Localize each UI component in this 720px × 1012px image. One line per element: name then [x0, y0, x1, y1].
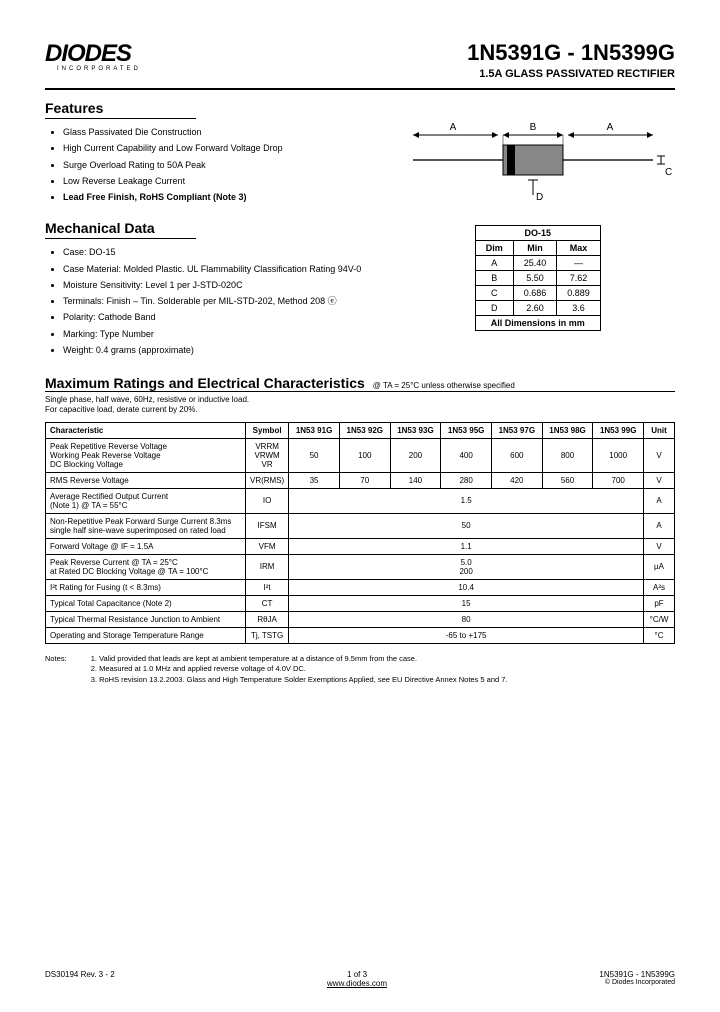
notes-block: Notes: Valid provided that leads are kep…: [45, 654, 675, 686]
th-part: 1N53 92G: [339, 422, 390, 438]
ratings-title: Maximum Ratings and Electrical Character…: [45, 375, 365, 391]
ratings-section: Maximum Ratings and Electrical Character…: [45, 375, 675, 644]
note-item: Valid provided that leads are kept at am…: [99, 654, 507, 665]
load-note-2: For capacitive load, derate current by 2…: [45, 405, 675, 415]
feature-item: Low Reverse Leakage Current: [63, 176, 381, 187]
table-row: Typical Total Capacitance (Note 2)CT15pF: [46, 595, 675, 611]
header: DIODES INCORPORATED 1N5391G - 1N5399G 1.…: [45, 40, 675, 80]
svg-text:A: A: [449, 122, 456, 133]
dim-row: A25.40—: [475, 256, 600, 271]
footer-rev: DS30194 Rev. 3 - 2: [45, 970, 115, 979]
mech-item: Terminals: Finish – Tin. Solderable per …: [63, 296, 381, 307]
notes-list: Valid provided that leads are kept at am…: [83, 654, 507, 686]
th-part: 1N53 95G: [441, 422, 492, 438]
notes-label: Notes:: [45, 654, 81, 665]
footer-url: www.diodes.com: [115, 979, 600, 988]
dim-row: B5.507.62: [475, 271, 600, 286]
svg-text:D: D: [536, 192, 543, 203]
svg-text:C: C: [665, 167, 672, 178]
logo-main: DIODES: [45, 40, 131, 67]
th-symbol: Symbol: [246, 422, 289, 438]
features-title: Features: [45, 100, 196, 119]
th-unit: Unit: [644, 422, 675, 438]
feature-item: Lead Free Finish, RoHS Compliant (Note 3…: [63, 192, 381, 203]
subtitle: 1.5A GLASS PASSIVATED RECTIFIER: [467, 68, 675, 80]
mech-item: Moisture Sensitivity: Level 1 per J-STD-…: [63, 280, 381, 291]
th-part: 1N53 97G: [491, 422, 542, 438]
table-row: Forward Voltage @ IF = 1.5AVFM1.1V: [46, 538, 675, 554]
feature-item: Glass Passivated Die Construction: [63, 127, 381, 138]
feature-item: Surge Overload Rating to 50A Peak: [63, 160, 381, 171]
table-row: Typical Thermal Resistance Junction to A…: [46, 611, 675, 627]
dim-header: Min: [513, 241, 557, 256]
table-row: Operating and Storage Temperature RangeT…: [46, 627, 675, 643]
mech-item: Case Material: Molded Plastic. UL Flamma…: [63, 264, 381, 275]
package-diagram: A B A C D: [401, 100, 676, 213]
ratings-condition: @ TA = 25°C unless otherwise specified: [373, 381, 515, 390]
footer: DS30194 Rev. 3 - 2 1 of 3 www.diodes.com…: [45, 970, 675, 988]
mech-item: Marking: Type Number: [63, 329, 381, 340]
table-row: Average Rectified Output Current (Note 1…: [46, 488, 675, 513]
mechanical-list: Case: DO-15 Case Material: Molded Plasti…: [45, 247, 381, 356]
table-row: Peak Repetitive Reverse Voltage Working …: [46, 438, 675, 472]
table-row: Non-Repetitive Peak Forward Surge Curren…: [46, 513, 675, 538]
mech-item: Case: DO-15: [63, 247, 381, 258]
dimension-table: DO-15 Dim Min Max A25.40— B5.507.62 C0.6…: [475, 225, 601, 331]
divider: [45, 88, 675, 90]
th-part: 1N53 98G: [542, 422, 593, 438]
th-part: 1N53 93G: [390, 422, 441, 438]
feature-item: High Current Capability and Low Forward …: [63, 143, 381, 154]
note-item: Measured at 1.0 MHz and applied reverse …: [99, 664, 507, 675]
table-row: Peak Reverse Current @ TA = 25°C at Rate…: [46, 554, 675, 579]
diode-drawing-icon: A B A C D: [403, 100, 673, 210]
th-part: 1N53 91G: [289, 422, 340, 438]
th-characteristic: Characteristic: [46, 422, 246, 438]
dim-header: Dim: [475, 241, 513, 256]
svg-text:B: B: [529, 122, 536, 133]
mech-item: Polarity: Cathode Band: [63, 312, 381, 323]
dim-row: D2.603.6: [475, 301, 600, 316]
dim-footer: All Dimensions in mm: [475, 316, 600, 331]
dim-title: DO-15: [475, 226, 600, 241]
footer-copyright: © Diodes Incorporated: [599, 979, 675, 986]
part-range: 1N5391G - 1N5399G: [467, 40, 675, 66]
title-block: 1N5391G - 1N5399G 1.5A GLASS PASSIVATED …: [467, 40, 675, 80]
table-row: RMS Reverse VoltageVR(RMS)35701402804205…: [46, 472, 675, 488]
mechanical-title: Mechanical Data: [45, 220, 196, 239]
features-list: Glass Passivated Die Construction High C…: [45, 127, 381, 203]
logo-block: DIODES INCORPORATED: [45, 40, 141, 72]
dim-row: C0.6860.889: [475, 286, 600, 301]
load-note-1: Single phase, half wave, 60Hz, resistive…: [45, 395, 675, 405]
electrical-table: Characteristic Symbol 1N53 91G 1N53 92G …: [45, 422, 675, 644]
svg-text:A: A: [606, 122, 613, 133]
note-item: RoHS revision 13.2.2003. Glass and High …: [99, 675, 507, 686]
mech-item: Weight: 0.4 grams (approximate): [63, 345, 381, 356]
th-part: 1N53 99G: [593, 422, 644, 438]
footer-parts: 1N5391G - 1N5399G: [599, 970, 675, 979]
table-row: I²t Rating for Fusing (t < 8.3ms)I²t10.4…: [46, 579, 675, 595]
footer-page: 1 of 3: [115, 970, 600, 979]
dim-header: Max: [557, 241, 601, 256]
logo-sub: INCORPORATED: [57, 66, 141, 72]
